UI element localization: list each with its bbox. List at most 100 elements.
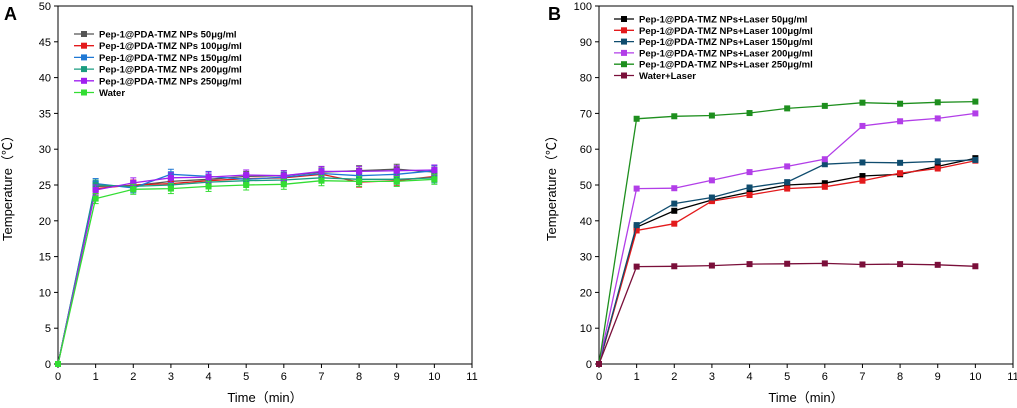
data-point — [972, 156, 979, 163]
legend-marker — [621, 38, 627, 45]
x-tick-label: 2 — [671, 371, 677, 383]
data-point — [859, 122, 866, 129]
legend-entry: Pep-1@PDA-TMZ NPs+Laser 250μg/ml — [614, 60, 813, 71]
legend-marker — [81, 54, 87, 61]
data-point — [633, 227, 640, 234]
legend-label: Pep-1@PDA-TMZ NPs+Laser 150μg/ml — [639, 37, 813, 48]
legend-entry: Pep-1@PDA-TMZ NPs 250μg/ml — [74, 76, 242, 87]
series-6 — [55, 173, 438, 367]
data-point — [671, 185, 678, 192]
x-tick-label: 10 — [969, 371, 981, 383]
series-3 — [596, 156, 979, 367]
x-tick-label: 5 — [784, 371, 790, 383]
data-point — [356, 168, 363, 175]
data-point — [596, 361, 602, 367]
panel-a: A0 1 2 3 4 5 6 7 8 9 10 1105101520253035404550Time（… — [0, 1, 478, 405]
legend-entry: Pep-1@PDA-TMZ NPs 100μg/ml — [74, 41, 242, 52]
x-axis-title: Time（min） — [227, 390, 302, 405]
data-point — [897, 261, 904, 268]
legend-label: Pep-1@PDA-TMZ NPs+Laser 200μg/ml — [639, 48, 813, 59]
x-tick-label: 4 — [746, 371, 752, 383]
legend-entry: Pep-1@PDA-TMZ NPs+Laser 150μg/ml — [614, 37, 813, 48]
data-point — [280, 172, 287, 179]
legend-entry: Pep-1@PDA-TMZ NPs 150μg/ml — [74, 53, 242, 64]
data-point — [784, 163, 791, 170]
data-point — [318, 168, 325, 175]
x-tick-label: 0 — [596, 371, 602, 383]
x-tick-label: 11 — [466, 371, 477, 383]
legend-label: Pep-1@PDA-TMZ NPs 100μg/ml — [99, 41, 242, 52]
data-point — [746, 110, 753, 117]
legend-label: Pep-1@PDA-TMZ NPs+Laser 50μg/ml — [639, 15, 807, 26]
x-tick-label: 6 — [281, 371, 287, 383]
legend-label: Pep-1@PDA-TMZ NPs 150μg/ml — [99, 53, 242, 64]
x-tick-label: 3 — [168, 371, 174, 383]
data-point — [972, 98, 979, 105]
panel-label: A — [4, 4, 17, 24]
data-point — [897, 100, 904, 107]
data-point — [821, 180, 828, 187]
data-point — [897, 118, 904, 125]
y-tick-label: 10 — [39, 287, 51, 299]
y-tick-label: 30 — [39, 144, 51, 156]
x-tick-label: 8 — [897, 371, 903, 383]
x-tick-label: 9 — [935, 371, 941, 383]
panel-b: B 0 1 2 3 4 5 6 7 8 9 10 11 0 10 20 30 40 50 60 70 80 90 100 Tim… — [544, 1, 1017, 405]
x-tick-label: 3 — [709, 371, 715, 383]
series-5 — [55, 164, 438, 367]
y-axis-title: Temperature（℃） — [0, 129, 15, 241]
legend-label: Pep-1@PDA-TMZ NPs+Laser 250μg/ml — [639, 60, 813, 71]
legend-marker — [81, 42, 87, 49]
x-tick-label: 10 — [428, 371, 440, 383]
data-point — [784, 179, 791, 186]
data-point — [708, 198, 715, 205]
data-point — [671, 207, 678, 214]
data-point — [821, 183, 828, 190]
data-point — [92, 195, 99, 202]
data-point — [708, 177, 715, 184]
data-point — [130, 186, 137, 193]
y-tick-label: 50 — [580, 180, 592, 192]
legend-entry: Pep-1@PDA-TMZ NPs 50μg/ml — [74, 30, 237, 41]
data-point — [821, 161, 828, 168]
data-point — [934, 261, 941, 268]
data-point — [972, 110, 979, 117]
series-6 — [596, 260, 979, 367]
data-point — [633, 263, 640, 270]
legend-entry: Water — [74, 88, 125, 99]
data-point — [859, 177, 866, 184]
legend-label: Water+Laser — [639, 71, 696, 82]
data-point — [972, 263, 979, 270]
legend-marker — [621, 61, 627, 68]
y-tick-label: 90 — [580, 37, 592, 49]
legend-entry: Pep-1@PDA-TMZ NPs+Laser 50μg/ml — [614, 15, 807, 26]
data-point — [167, 174, 174, 181]
data-point — [746, 184, 753, 191]
data-point — [934, 99, 941, 106]
y-tick-label: 40 — [39, 73, 51, 85]
data-point — [671, 263, 678, 270]
legend-marker — [81, 66, 87, 73]
data-point — [356, 178, 363, 185]
legend-marker — [621, 27, 627, 34]
y-tick-label: 60 — [580, 144, 592, 156]
y-tick-label: 70 — [580, 108, 592, 120]
data-point — [859, 173, 866, 180]
data-point — [859, 99, 866, 106]
data-point — [784, 260, 791, 267]
legend-marker — [621, 72, 627, 79]
y-tick-label: 25 — [39, 180, 51, 192]
x-tick-label: 2 — [130, 371, 136, 383]
x-tick-label: 4 — [205, 371, 211, 383]
data-point — [205, 183, 212, 190]
x-tick-label: 0 — [55, 371, 61, 383]
data-point — [633, 185, 640, 192]
data-point — [708, 112, 715, 119]
legend-marker — [81, 77, 87, 84]
legend-label: Pep-1@PDA-TMZ NPs+Laser 100μg/ml — [639, 26, 813, 37]
legend-label: Pep-1@PDA-TMZ NPs 200μg/ml — [99, 65, 242, 76]
data-point — [633, 115, 640, 122]
data-point — [934, 165, 941, 172]
legend-entry: Pep-1@PDA-TMZ NPs 200μg/ml — [74, 65, 242, 76]
